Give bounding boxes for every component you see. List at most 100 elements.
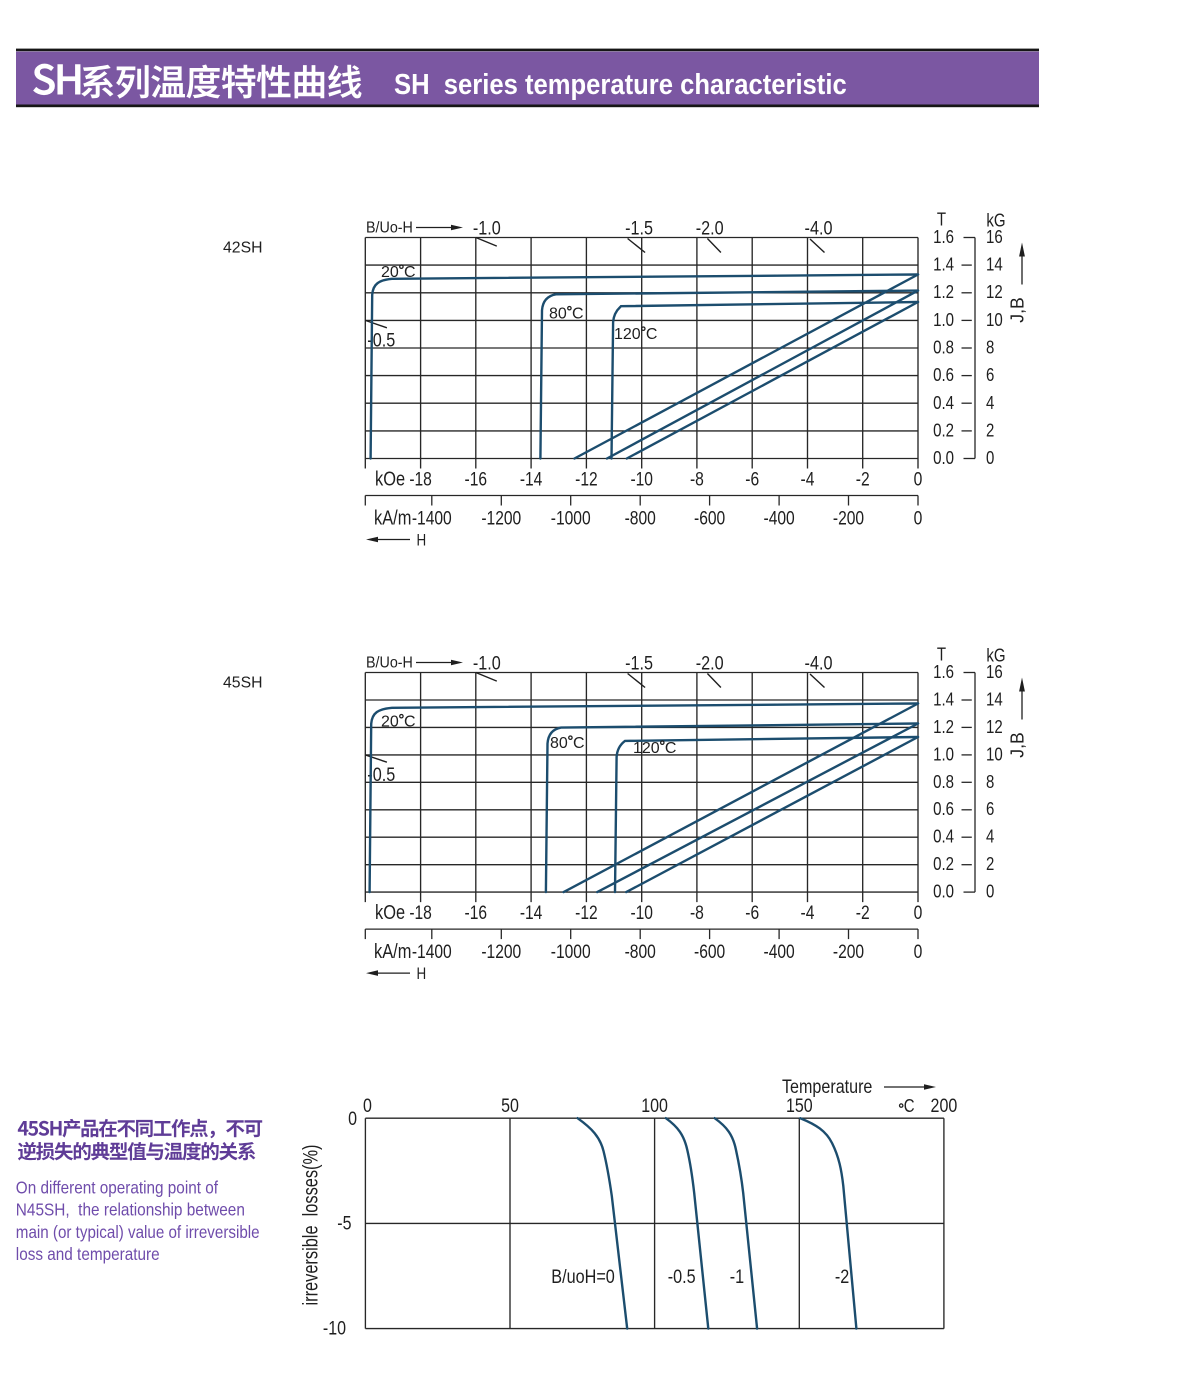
svg-text:0: 0 <box>348 1108 357 1130</box>
svg-text:-5: -5 <box>337 1212 351 1234</box>
svg-text:8: 8 <box>986 337 994 358</box>
svg-text:-14: -14 <box>520 470 543 491</box>
svg-text:12: 12 <box>986 716 1003 737</box>
svg-text:-2: -2 <box>856 903 870 924</box>
svg-text:1.6: 1.6 <box>933 661 954 682</box>
svg-text:80: 80 <box>550 735 568 752</box>
svg-text:150: 150 <box>786 1095 813 1117</box>
svg-text:main (or typical) value of irr: main (or typical) value of irreversible <box>16 1222 260 1242</box>
svg-text:10: 10 <box>986 743 1003 764</box>
svg-text:loss and temperature: loss and temperature <box>16 1244 160 1264</box>
svg-text:-16: -16 <box>465 470 488 491</box>
svg-text:-200: -200 <box>833 942 864 963</box>
svg-text:0: 0 <box>986 447 994 468</box>
svg-text:8: 8 <box>986 771 994 792</box>
svg-text:-14: -14 <box>520 903 543 924</box>
svg-text:0.0: 0.0 <box>933 881 954 902</box>
svg-text:0.6: 0.6 <box>933 364 954 385</box>
svg-text:kG: kG <box>986 645 1005 666</box>
svg-text:-1400: -1400 <box>412 509 452 530</box>
svg-text:20: 20 <box>381 264 399 281</box>
svg-text:-2.0: -2.0 <box>696 218 724 240</box>
svg-text:B/uoH=0: B/uoH=0 <box>551 1266 615 1288</box>
svg-text:-0.5: -0.5 <box>668 1266 696 1288</box>
svg-text:16: 16 <box>986 661 1003 682</box>
svg-text:14: 14 <box>986 254 1003 275</box>
svg-text:-1.0: -1.0 <box>473 653 501 675</box>
svg-text:-1.0: -1.0 <box>473 218 501 240</box>
svg-text:-10: -10 <box>323 1318 346 1340</box>
svg-text:-1200: -1200 <box>481 942 521 963</box>
svg-text:C: C <box>573 735 585 752</box>
svg-text:-0.5: -0.5 <box>367 329 395 351</box>
svg-text:-8: -8 <box>690 903 704 924</box>
svg-text:C: C <box>404 264 416 281</box>
svg-text:-1400: -1400 <box>412 942 452 963</box>
svg-text:B/Uo-H: B/Uo-H <box>366 220 413 237</box>
svg-text:H: H <box>417 965 427 983</box>
svg-text:14: 14 <box>986 689 1003 710</box>
svg-text:kG: kG <box>986 210 1005 231</box>
svg-text:1.0: 1.0 <box>933 309 954 330</box>
svg-text:-12: -12 <box>575 470 598 491</box>
svg-text:-6: -6 <box>745 903 759 924</box>
svg-text:J,B: J,B <box>1008 297 1028 323</box>
svg-text:-1: -1 <box>730 1266 744 1288</box>
svg-text:kOe: kOe <box>375 469 405 491</box>
svg-text:-4.0: -4.0 <box>805 218 833 240</box>
svg-text:C: C <box>904 1095 915 1116</box>
svg-text:0: 0 <box>914 470 923 491</box>
svg-text:-4: -4 <box>801 903 815 924</box>
svg-text:0.2: 0.2 <box>933 853 954 874</box>
svg-text:-6: -6 <box>745 470 759 491</box>
svg-text:0: 0 <box>914 509 923 530</box>
svg-text:1.6: 1.6 <box>933 226 954 247</box>
svg-text:-4: -4 <box>801 470 815 491</box>
svg-text:1.2: 1.2 <box>933 281 954 302</box>
svg-text:120: 120 <box>633 740 660 757</box>
svg-text:10: 10 <box>986 309 1003 330</box>
svg-text:-600: -600 <box>694 509 725 530</box>
svg-text:1.2: 1.2 <box>933 716 954 737</box>
svg-text:-2.0: -2.0 <box>696 653 724 675</box>
svg-text:-10: -10 <box>630 903 653 924</box>
svg-text:B/Uo-H: B/Uo-H <box>366 655 413 672</box>
svg-text:4: 4 <box>986 826 994 847</box>
svg-text:-400: -400 <box>764 509 795 530</box>
svg-text:0.8: 0.8 <box>933 337 954 358</box>
svg-text:1.4: 1.4 <box>933 689 954 710</box>
svg-text:1.4: 1.4 <box>933 254 954 275</box>
svg-text:N45SH, the relationship betwe: N45SH, the relationship between <box>16 1200 245 1220</box>
svg-text:-0.5: -0.5 <box>367 764 395 786</box>
svg-text:0.4: 0.4 <box>933 392 954 413</box>
svg-text:0.6: 0.6 <box>933 798 954 819</box>
svg-text:H: H <box>417 532 427 550</box>
svg-text:C: C <box>572 306 584 323</box>
svg-text:120: 120 <box>614 326 641 343</box>
svg-text:100: 100 <box>641 1095 668 1117</box>
svg-text:-2: -2 <box>835 1266 849 1288</box>
svg-text:0.2: 0.2 <box>933 419 954 440</box>
svg-text:kA/m: kA/m <box>374 508 411 530</box>
svg-text:0: 0 <box>363 1095 372 1117</box>
svg-text:45SH: 45SH <box>223 675 263 692</box>
svg-text:-2: -2 <box>856 470 870 491</box>
svg-text:Temperature: Temperature <box>782 1077 872 1098</box>
svg-text:C: C <box>665 740 677 757</box>
svg-text:On different operating point o: On different operating point of <box>16 1178 218 1198</box>
svg-text:-800: -800 <box>625 509 656 530</box>
svg-text:0.4: 0.4 <box>933 826 954 847</box>
svg-text:0: 0 <box>914 903 923 924</box>
svg-text:0.0: 0.0 <box>933 447 954 468</box>
svg-text:T: T <box>937 644 946 665</box>
svg-text:-1200: -1200 <box>481 509 521 530</box>
svg-text:2: 2 <box>986 853 994 874</box>
svg-text:2: 2 <box>986 419 994 440</box>
svg-text:200: 200 <box>931 1095 958 1117</box>
svg-text:-800: -800 <box>625 942 656 963</box>
svg-text:20: 20 <box>381 714 399 731</box>
svg-text:C: C <box>646 326 658 343</box>
svg-text:1.0: 1.0 <box>933 743 954 764</box>
svg-text:42SH: 42SH <box>223 240 263 257</box>
svg-text:-600: -600 <box>694 942 725 963</box>
